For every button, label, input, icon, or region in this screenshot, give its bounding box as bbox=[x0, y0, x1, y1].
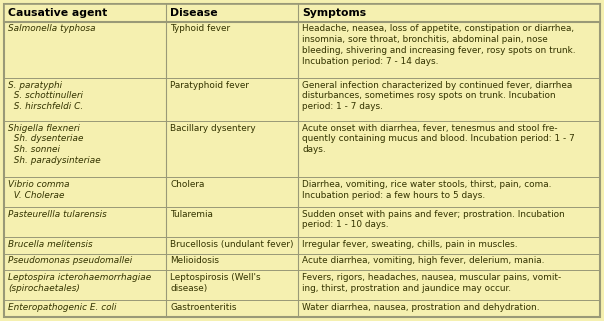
Text: Diarrhea, vomiting, rice water stools, thirst, pain, coma.
Incubation period: a : Diarrhea, vomiting, rice water stools, t… bbox=[303, 180, 552, 200]
Text: Brucellosis (undulant fever): Brucellosis (undulant fever) bbox=[170, 239, 294, 248]
Text: General infection characterized by continued fever, diarrhea
disturbances, somet: General infection characterized by conti… bbox=[303, 81, 573, 111]
Text: Leptospirosis (Well's
disease): Leptospirosis (Well's disease) bbox=[170, 273, 261, 293]
Text: Leptospira icterohaemorrhagiae
(spirochaetales): Leptospira icterohaemorrhagiae (spirocha… bbox=[8, 273, 151, 293]
Text: Enteropathogenic E. coli: Enteropathogenic E. coli bbox=[8, 303, 117, 312]
Text: Acute diarrhea, vomiting, high fever, delerium, mania.: Acute diarrhea, vomiting, high fever, de… bbox=[303, 256, 545, 265]
Text: Shigella flexneri
  Sh. dysenteriae
  Sh. sonnei
  Sh. paradysinteriae: Shigella flexneri Sh. dysenteriae Sh. so… bbox=[8, 124, 101, 165]
Text: S. paratyphi
  S. schottinulleri
  S. hirschfeldi C.: S. paratyphi S. schottinulleri S. hirsch… bbox=[8, 81, 83, 111]
Text: Disease: Disease bbox=[170, 8, 217, 18]
Text: Pasteurellla tularensis: Pasteurellla tularensis bbox=[8, 210, 107, 219]
Text: Headache, neasea, loss of appetite, constipation or diarrhea,
insomnia, sore thr: Headache, neasea, loss of appetite, cons… bbox=[303, 24, 576, 66]
Text: Causative agent: Causative agent bbox=[8, 8, 108, 18]
Text: Bacillary dysentery: Bacillary dysentery bbox=[170, 124, 255, 133]
Text: Brucella melitensis: Brucella melitensis bbox=[8, 239, 92, 248]
Text: Sudden onset with pains and fever; prostration. Incubation
period: 1 - 10 days.: Sudden onset with pains and fever; prost… bbox=[303, 210, 565, 230]
Text: Typhoid fever: Typhoid fever bbox=[170, 24, 230, 33]
Text: Melioidosis: Melioidosis bbox=[170, 256, 219, 265]
Text: Pseudomonas pseudomallei: Pseudomonas pseudomallei bbox=[8, 256, 132, 265]
Text: Symptoms: Symptoms bbox=[303, 8, 367, 18]
Text: Salmonella typhosa: Salmonella typhosa bbox=[8, 24, 95, 33]
Text: Irregular fever, sweating, chills, pain in muscles.: Irregular fever, sweating, chills, pain … bbox=[303, 239, 518, 248]
Text: Fevers, rigors, headaches, nausea, muscular pains, vomit-
ing, thirst, prostrati: Fevers, rigors, headaches, nausea, muscu… bbox=[303, 273, 562, 293]
Text: Paratyphoid fever: Paratyphoid fever bbox=[170, 81, 249, 90]
Text: Acute onset with diarrhea, fever, tenesmus and stool fre-
quently containing muc: Acute onset with diarrhea, fever, tenesm… bbox=[303, 124, 575, 154]
Bar bbox=[4, 4, 600, 22]
Text: Vibrio comma
  V. Cholerae: Vibrio comma V. Cholerae bbox=[8, 180, 69, 200]
Text: Gastroenteritis: Gastroenteritis bbox=[170, 303, 237, 312]
Text: Tularemia: Tularemia bbox=[170, 210, 213, 219]
Text: Water diarrhea, nausea, prostration and dehydration.: Water diarrhea, nausea, prostration and … bbox=[303, 303, 540, 312]
Text: Cholera: Cholera bbox=[170, 180, 205, 189]
